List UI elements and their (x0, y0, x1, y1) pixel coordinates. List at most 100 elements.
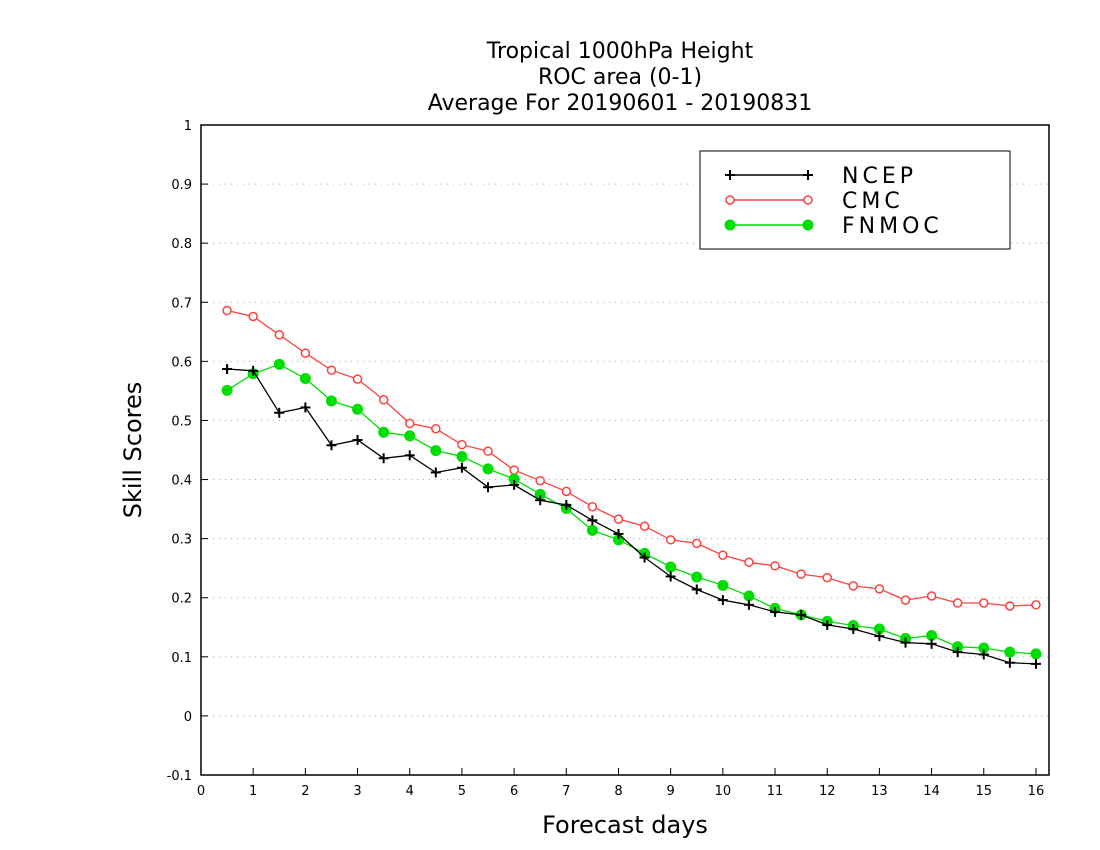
data-point-fnmoc (1030, 648, 1042, 660)
data-point-fnmoc (404, 430, 416, 442)
x-tick-label: 9 (667, 784, 675, 799)
data-point-cmc (1005, 601, 1015, 611)
data-point-fnmoc (456, 451, 468, 462)
y-axis-ticks: -0.1 0 0.1 0.2 0.3 0.4 0.5 0.6 0.7 0.8 0.9 1 (167, 119, 208, 784)
data-point-ncep (900, 637, 911, 648)
data-point-ncep (639, 552, 650, 563)
x-tick-label: 12 (819, 784, 836, 799)
x-tick-label: 4 (406, 784, 414, 799)
data-point-cmc (352, 374, 363, 384)
data-point-ncep (874, 631, 885, 642)
data-point-cmc (665, 535, 676, 545)
series-ncep (222, 364, 1041, 669)
data-point-ncep (300, 402, 311, 413)
data-point-cmc (248, 311, 258, 322)
legend-label-cmc: CMC (842, 189, 904, 214)
data-point-fnmoc (299, 373, 311, 384)
data-point-cmc (326, 365, 337, 375)
data-point-ncep (926, 638, 937, 649)
data-point-cmc (770, 561, 780, 571)
legend-label-fnmoc: FNMOC (842, 214, 943, 239)
data-point-cmc (561, 486, 572, 497)
y-tick-label: 0.5 (171, 414, 192, 429)
series-fnmoc (221, 358, 1042, 660)
legend-entry-ncep: NCEP (725, 164, 917, 189)
data-point-ncep (1004, 657, 1015, 668)
data-point-cmc (483, 446, 493, 456)
data-point-ncep (822, 619, 833, 630)
data-point-cmc (613, 514, 624, 524)
data-point-fnmoc (221, 384, 233, 396)
data-point-cmc (692, 538, 702, 549)
y-tick-label: 0 (184, 710, 192, 725)
data-point-fnmoc (691, 571, 703, 583)
data-point-ncep (665, 571, 676, 582)
data-point-ncep (509, 479, 520, 490)
data-point-ncep (848, 624, 859, 635)
legend-marker-ncep (803, 170, 813, 180)
data-point-ncep (717, 595, 728, 606)
data-point-fnmoc (482, 463, 494, 475)
data-point-cmc (1031, 600, 1041, 610)
data-point-cmc (457, 439, 467, 450)
data-point-fnmoc (430, 445, 442, 457)
data-point-cmc (378, 395, 389, 405)
data-point-ncep (561, 499, 572, 510)
data-point-ncep (274, 407, 285, 418)
data-point-ncep (952, 647, 963, 658)
legend-label-ncep: NCEP (842, 164, 917, 189)
data-point-cmc (509, 465, 519, 475)
data-point-ncep (248, 365, 259, 376)
y-tick-label: 1 (184, 119, 192, 134)
data-point-cmc (274, 330, 285, 340)
y-axis-title: Skill Scores (119, 382, 147, 519)
data-point-cmc (535, 475, 545, 486)
data-point-cmc (848, 581, 859, 591)
x-tick-label: 16 (1028, 784, 1045, 799)
data-point-cmc (587, 501, 598, 512)
x-tick-label: 8 (614, 784, 622, 799)
x-tick-label: 7 (562, 784, 570, 799)
data-point-fnmoc (325, 395, 337, 407)
data-point-cmc (874, 584, 885, 594)
data-point-ncep (456, 462, 467, 473)
x-tick-label: 2 (301, 784, 309, 799)
series-line-fnmoc (226, 363, 1037, 655)
data-point-ncep (796, 609, 807, 620)
y-tick-label: 0.4 (171, 474, 192, 489)
y-tick-label: 0.1 (171, 651, 192, 666)
data-point-fnmoc (352, 403, 364, 415)
legend-marker-fnmoc (724, 219, 736, 231)
data-point-cmc (926, 591, 937, 601)
y-tick-label: 0.6 (171, 355, 192, 370)
plot-frame (200, 124, 1050, 776)
x-tick-label: 6 (510, 784, 518, 799)
legend-marker-fnmoc (802, 219, 814, 231)
x-tick-label: 13 (871, 784, 888, 799)
legend-marker-cmc (725, 195, 735, 205)
y-tick-label: 0.9 (171, 178, 192, 193)
data-point-cmc (744, 557, 754, 568)
data-point-cmc (979, 598, 989, 608)
data-point-cmc (900, 595, 911, 605)
data-point-ncep (770, 606, 781, 617)
series-cmc (222, 305, 1041, 611)
data-point-cmc (431, 423, 441, 434)
y-tick-label: 0.3 (171, 533, 192, 548)
chart-title: Tropical 1000hPa Height ROC area (0-1) A… (428, 39, 813, 116)
data-point-fnmoc (378, 426, 390, 438)
data-point-ncep (691, 584, 702, 595)
legend-entry-cmc: CMC (725, 189, 904, 214)
x-tick-label: 15 (975, 784, 992, 799)
data-point-fnmoc (273, 358, 285, 370)
title-line-1: Tropical 1000hPa Height (486, 39, 754, 64)
data-point-cmc (300, 348, 311, 358)
y-tick-label: 0.8 (171, 237, 192, 252)
title-line-3: Average For 20190601 - 20190831 (428, 91, 813, 116)
title-line-2: ROC area (0-1) (538, 65, 702, 90)
legend-marker-cmc (803, 195, 813, 205)
data-point-ncep (1030, 658, 1041, 669)
data-point-ncep (326, 440, 337, 451)
